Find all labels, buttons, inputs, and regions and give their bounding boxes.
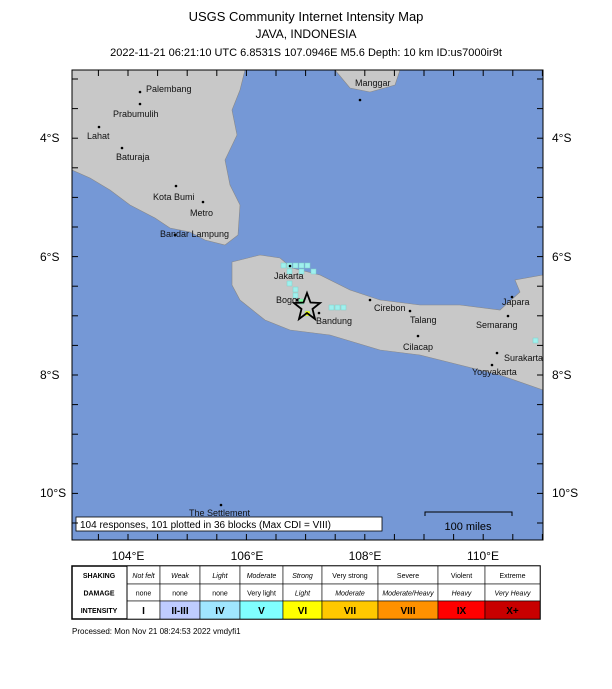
epicenter (291, 290, 323, 322)
city-label: Metro (190, 208, 213, 218)
lat-label-right: 8°S (552, 368, 571, 382)
legend-intensity: VIII (400, 606, 415, 617)
sumatra (71, 69, 246, 246)
city-dot (490, 363, 494, 367)
scale-bar (424, 511, 513, 516)
city-dot (173, 233, 177, 237)
note-box (75, 516, 383, 532)
city-label: Semarang (476, 320, 518, 330)
city-label: Cilacap (403, 342, 433, 352)
city-dot (138, 90, 142, 94)
city-dot (219, 503, 223, 507)
legend-damage: Very light (247, 591, 276, 598)
legend-damage: Moderate (335, 591, 365, 598)
lat-label-left: 10°S (40, 486, 66, 500)
map: Palembang Prabumulih Lahat Baturaja Kota Bum… (71, 69, 544, 541)
city-label: Palembang (146, 84, 192, 94)
city-dot (201, 200, 205, 204)
title: USGS Community Internet Intensity Map (189, 9, 424, 24)
city-label: Yogyakarta (472, 367, 517, 377)
city-label: Lahat (87, 131, 110, 141)
legend-shaking: Weak (171, 573, 189, 580)
city-dot (408, 309, 412, 313)
city-dot (510, 295, 514, 299)
city-label: Bogor (276, 295, 300, 305)
city-label: Kota Bumi (153, 192, 195, 202)
scale-label: 100 miles (444, 521, 492, 533)
city-dot (174, 184, 178, 188)
legend-intensity: V (258, 606, 265, 617)
lon-label: 110°E (467, 549, 499, 563)
city-label: Prabumulih (113, 109, 159, 119)
legend-intensity: VII (344, 606, 356, 617)
frame (71, 69, 544, 541)
legend-intensity: IV (215, 606, 225, 617)
lat-label-left: 4°S (40, 131, 59, 145)
city-dot (416, 334, 420, 338)
lat-label-right: 10°S (552, 486, 578, 500)
legend-shaking: Light (212, 573, 228, 580)
city-dot (97, 125, 101, 129)
lat-label-right: 6°S (552, 250, 571, 264)
lon-label: 108°E (349, 549, 382, 563)
city-dot (368, 298, 372, 302)
legend-row-label: DAMAGE (83, 591, 114, 598)
lat-label-right: 4°S (552, 131, 571, 145)
lon-label: 106°E (231, 549, 264, 563)
legend-intensity: IX (457, 606, 467, 617)
legend-damage: none (172, 591, 188, 598)
legend-shaking: Very strong (332, 573, 368, 580)
legend-shaking: Strong (292, 573, 313, 580)
responses-note: 104 responses, 101 plotted in 36 blocks … (80, 520, 331, 531)
lon-label: 104°E (112, 549, 145, 563)
city-label: Talang (410, 315, 437, 325)
city-dot (138, 102, 142, 106)
legend-intensity: X+ (506, 606, 519, 617)
legend-intensity: VI (298, 606, 308, 617)
city-dot (495, 351, 499, 355)
legend-damage: Moderate/Heavy (382, 591, 434, 598)
legend-intensity: II-III (171, 606, 188, 617)
legend-shaking: Not felt (132, 573, 155, 580)
city-label: Baturaja (116, 152, 150, 162)
city-label: Japara (502, 297, 530, 307)
city-label: Manggar (355, 78, 391, 88)
legend-shaking: Violent (451, 573, 472, 580)
legend-cell (484, 600, 541, 620)
city-dot (288, 264, 292, 268)
city-dot (506, 314, 510, 318)
city-label: The Settlement (189, 508, 251, 518)
details: 2022-11-21 06:21:10 UTC 6.8531S 107.0946… (110, 47, 502, 59)
legend-shaking: Severe (397, 573, 419, 580)
legend-damage: Very Heavy (495, 591, 531, 598)
legend-row-label: SHAKING (83, 573, 116, 580)
city-label: Bandung (316, 316, 352, 326)
city-dot (295, 298, 299, 302)
legend-damage: none (212, 591, 228, 598)
city-label: Cirebon (374, 303, 406, 313)
city-dot (317, 311, 321, 315)
city-dot (358, 98, 362, 102)
city-label: Jakarta (274, 271, 304, 281)
city-label: Bandar Lampung (160, 229, 229, 239)
region: JAVA, INDONESIA (256, 27, 357, 41)
legend-intensity: I (142, 606, 145, 617)
legend-shaking: Moderate (247, 573, 277, 580)
legend-row-label: INTENSITY (81, 608, 118, 615)
legend-damage: Heavy (452, 591, 472, 598)
legend-shaking: Extreme (499, 573, 525, 580)
legend-damage: none (136, 591, 152, 598)
lat-label-left: 6°S (40, 250, 59, 264)
city-dot (120, 146, 124, 150)
lat-label-left: 8°S (40, 368, 59, 382)
city-label: Surakarta (504, 353, 543, 363)
processed: Processed: Mon Nov 21 08:24:53 2022 vmdy… (72, 627, 241, 636)
legend-damage: Light (295, 591, 311, 598)
